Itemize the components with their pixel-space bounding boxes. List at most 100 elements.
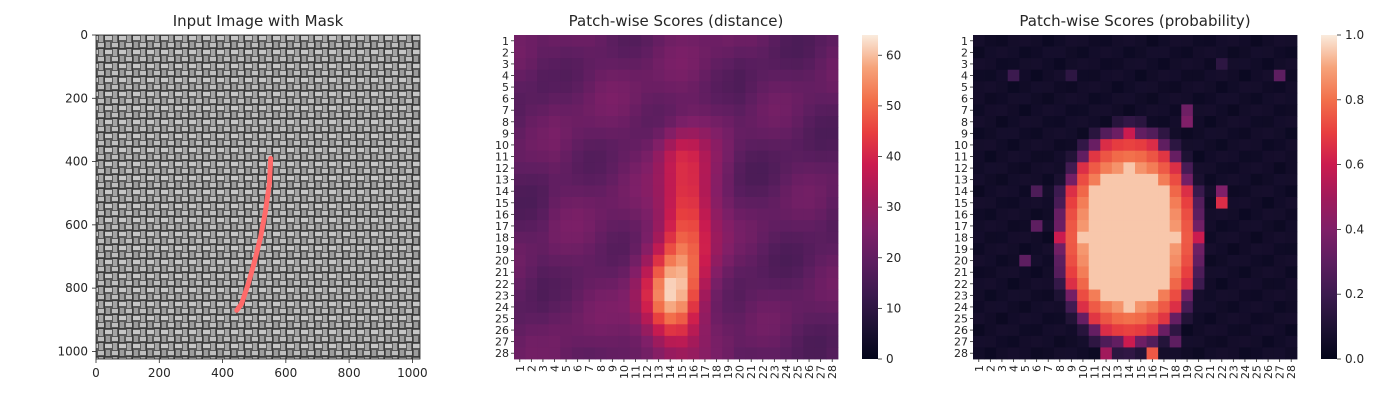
heatmap-cell — [583, 278, 596, 290]
heatmap-row-label: 4 — [502, 70, 509, 83]
heatmap-cell — [595, 81, 607, 94]
heatmap-cell — [1123, 220, 1136, 233]
heatmap-cell — [1273, 173, 1286, 186]
heatmap-cell — [1181, 220, 1194, 233]
heatmap-cell — [710, 92, 723, 105]
heatmap-cell — [1123, 231, 1136, 244]
heatmap-cell — [745, 231, 758, 244]
heatmap-cell — [525, 301, 538, 314]
heatmap-cell — [1146, 139, 1159, 152]
heatmap-cell — [571, 127, 584, 140]
heatmap-cell — [1285, 301, 1298, 314]
heatmap-cell — [583, 173, 596, 186]
heatmap-cell — [1239, 324, 1252, 337]
heatmap-cell — [1135, 139, 1147, 152]
heatmap-cell — [641, 208, 654, 221]
heatmap-cell — [1216, 301, 1228, 314]
heatmap-cell — [1146, 104, 1159, 117]
heatmap-row-label: 25 — [954, 313, 968, 326]
heatmap-cell — [1146, 208, 1159, 221]
heatmap-cell — [780, 243, 793, 256]
heatmap-cell — [618, 127, 631, 140]
heatmap-cell — [641, 266, 654, 279]
heatmap-cell — [548, 185, 561, 198]
heatmap-cell — [1158, 301, 1171, 314]
heatmap-cell — [768, 289, 781, 302]
heatmap-cell — [687, 139, 700, 152]
heatmap-cell — [595, 46, 607, 59]
heatmap-cell — [560, 92, 573, 105]
heatmap-cell — [514, 324, 526, 337]
heatmap-cell — [1135, 46, 1147, 59]
heatmap-cell — [1158, 185, 1171, 198]
heatmap-cell — [548, 127, 561, 140]
heatmap-cell — [1100, 104, 1113, 117]
heatmap-cell — [780, 104, 793, 117]
heatmap-cell — [710, 127, 723, 140]
heatmap-cell — [1227, 243, 1240, 256]
heatmap-cell — [583, 162, 596, 175]
heatmap-cell — [757, 139, 769, 152]
heatmap-cell — [606, 254, 619, 267]
heatmap-cell — [757, 301, 769, 314]
heatmap-cell — [537, 92, 550, 105]
heatmap-cell — [1088, 278, 1101, 290]
heatmap-row-label: 19 — [495, 243, 509, 256]
heatmap-cell — [1019, 231, 1032, 244]
heatmap-cell — [757, 347, 769, 360]
heatmap-cell — [652, 150, 665, 163]
heatmap-cell — [606, 347, 619, 360]
heatmap-cell — [1030, 173, 1043, 186]
heatmap-cell — [629, 58, 642, 71]
heatmap-col-label: 12 — [641, 365, 654, 379]
heatmap-cell — [745, 92, 758, 105]
heatmap-cell — [1088, 139, 1101, 152]
heatmap-cell — [1239, 127, 1252, 140]
heatmap-cell — [1054, 197, 1066, 209]
heatmap-cell — [826, 289, 839, 302]
heatmap-cell — [687, 162, 700, 175]
heatmap-cell — [722, 150, 735, 163]
heatmap-cell — [1227, 127, 1240, 140]
heatmap-cell — [1169, 104, 1182, 117]
heatmap-cell — [1273, 46, 1286, 59]
heatmap-cell — [676, 278, 688, 290]
heatmap-cell — [1077, 104, 1090, 117]
heatmap-col-label: 5 — [560, 365, 573, 372]
heatmap-cell — [1262, 116, 1275, 128]
heatmap-cell — [1123, 58, 1136, 71]
heatmap-cell — [1192, 335, 1205, 348]
heatmap-cell — [710, 139, 723, 152]
heatmap-cell — [583, 312, 596, 325]
image-y-tick-label: 400 — [65, 155, 88, 169]
heatmap-cell — [1204, 58, 1217, 71]
heatmap-cell — [1030, 289, 1043, 302]
heatmap-cell — [641, 150, 654, 163]
heatmap-cell — [1088, 335, 1101, 348]
heatmap-cell — [1135, 58, 1147, 71]
heatmap-cell — [629, 185, 642, 198]
heatmap-cell — [560, 185, 573, 198]
heatmap-cell — [1135, 197, 1147, 209]
heatmap-cell — [1135, 278, 1147, 290]
heatmap-cell — [1111, 243, 1124, 256]
heatmap-cell — [984, 185, 997, 198]
heatmap-cell — [826, 301, 839, 314]
heatmap-cell — [745, 104, 758, 117]
heatmap-cell — [826, 81, 839, 94]
heatmap-cell — [722, 185, 735, 198]
heatmap-cell — [1285, 335, 1298, 348]
heatmap-cell — [1169, 208, 1182, 221]
heatmap-cell — [1181, 81, 1194, 94]
heatmap-cell — [1088, 289, 1101, 302]
heatmap-cell — [1007, 46, 1020, 59]
heatmap-cell — [1100, 289, 1113, 302]
heatmap-cell — [537, 81, 550, 94]
heatmap-cell — [1285, 173, 1298, 186]
heatmap-cell — [1239, 104, 1252, 117]
heatmap-cell — [1250, 46, 1263, 59]
heatmap-cell — [768, 347, 781, 360]
heatmap-cell — [1007, 208, 1020, 221]
heatmap-cell — [722, 347, 735, 360]
heatmap-cell — [780, 278, 793, 290]
